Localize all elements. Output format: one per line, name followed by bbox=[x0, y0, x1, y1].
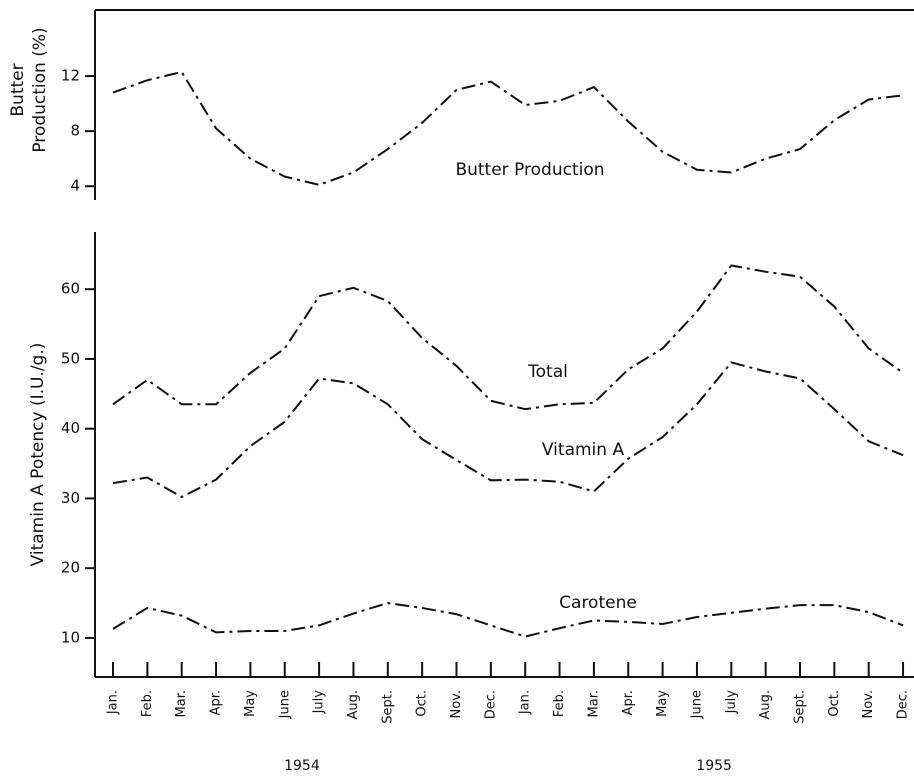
series-label: Vitamin A bbox=[542, 440, 625, 460]
x-tick-label: Mar. bbox=[586, 690, 601, 717]
x-tick-label: Jan. bbox=[518, 690, 533, 715]
x-tick-label: May bbox=[655, 690, 670, 717]
y-tick-label: 60 bbox=[61, 280, 80, 298]
x-tick-label: Nov. bbox=[449, 690, 464, 719]
y-tick-label: 4 bbox=[70, 177, 80, 195]
x-tick-label: May bbox=[243, 690, 258, 717]
y-tick-label: 20 bbox=[61, 559, 80, 577]
y-tick-label: 50 bbox=[61, 349, 80, 367]
y-axis-label: Production (%) bbox=[30, 27, 50, 152]
series-label: Butter Production bbox=[455, 160, 604, 180]
y-axis-label: Butter bbox=[8, 63, 28, 116]
year-label: 1954 bbox=[284, 758, 320, 774]
data-line bbox=[112, 70, 904, 186]
y-tick-label: 30 bbox=[61, 489, 80, 507]
data-line bbox=[112, 264, 904, 411]
x-tick-label: July bbox=[312, 690, 327, 715]
x-tick-label: Feb. bbox=[140, 690, 155, 717]
series-label: Total bbox=[527, 362, 568, 382]
x-tick-label: Nov. bbox=[861, 690, 876, 719]
year-label: 1955 bbox=[696, 758, 732, 774]
y-tick-label: 12 bbox=[61, 67, 80, 85]
x-tick-label: Apr. bbox=[621, 690, 636, 715]
x-tick-label: Apr. bbox=[209, 690, 224, 715]
x-tick-label: Mar. bbox=[174, 690, 189, 717]
x-tick-label: Dec. bbox=[483, 690, 498, 719]
x-tick-label: Aug. bbox=[758, 690, 773, 720]
y-tick-label: 40 bbox=[61, 419, 80, 437]
x-tick-label: Sept. bbox=[380, 690, 395, 724]
x-tick-label: Dec. bbox=[896, 690, 911, 719]
x-tick-label: July bbox=[724, 690, 739, 715]
x-tick-label: Sept. bbox=[793, 690, 808, 724]
x-tick-label: Aug. bbox=[346, 690, 361, 720]
data-line bbox=[112, 602, 904, 638]
series-label: Carotene bbox=[559, 593, 637, 613]
x-tick-label: June bbox=[689, 690, 704, 719]
x-tick-label: Feb. bbox=[552, 690, 567, 717]
x-tick-label: Oct. bbox=[827, 690, 842, 717]
y-tick-label: 8 bbox=[70, 122, 80, 140]
data-line bbox=[112, 361, 904, 499]
x-tick-label: Oct. bbox=[415, 690, 430, 717]
y-tick-label: 10 bbox=[61, 628, 80, 646]
x-tick-label: Jan. bbox=[106, 690, 121, 715]
y-axis-label: Vitamin A Potency (I.U./g.) bbox=[28, 343, 48, 567]
x-tick-label: June bbox=[277, 690, 292, 719]
